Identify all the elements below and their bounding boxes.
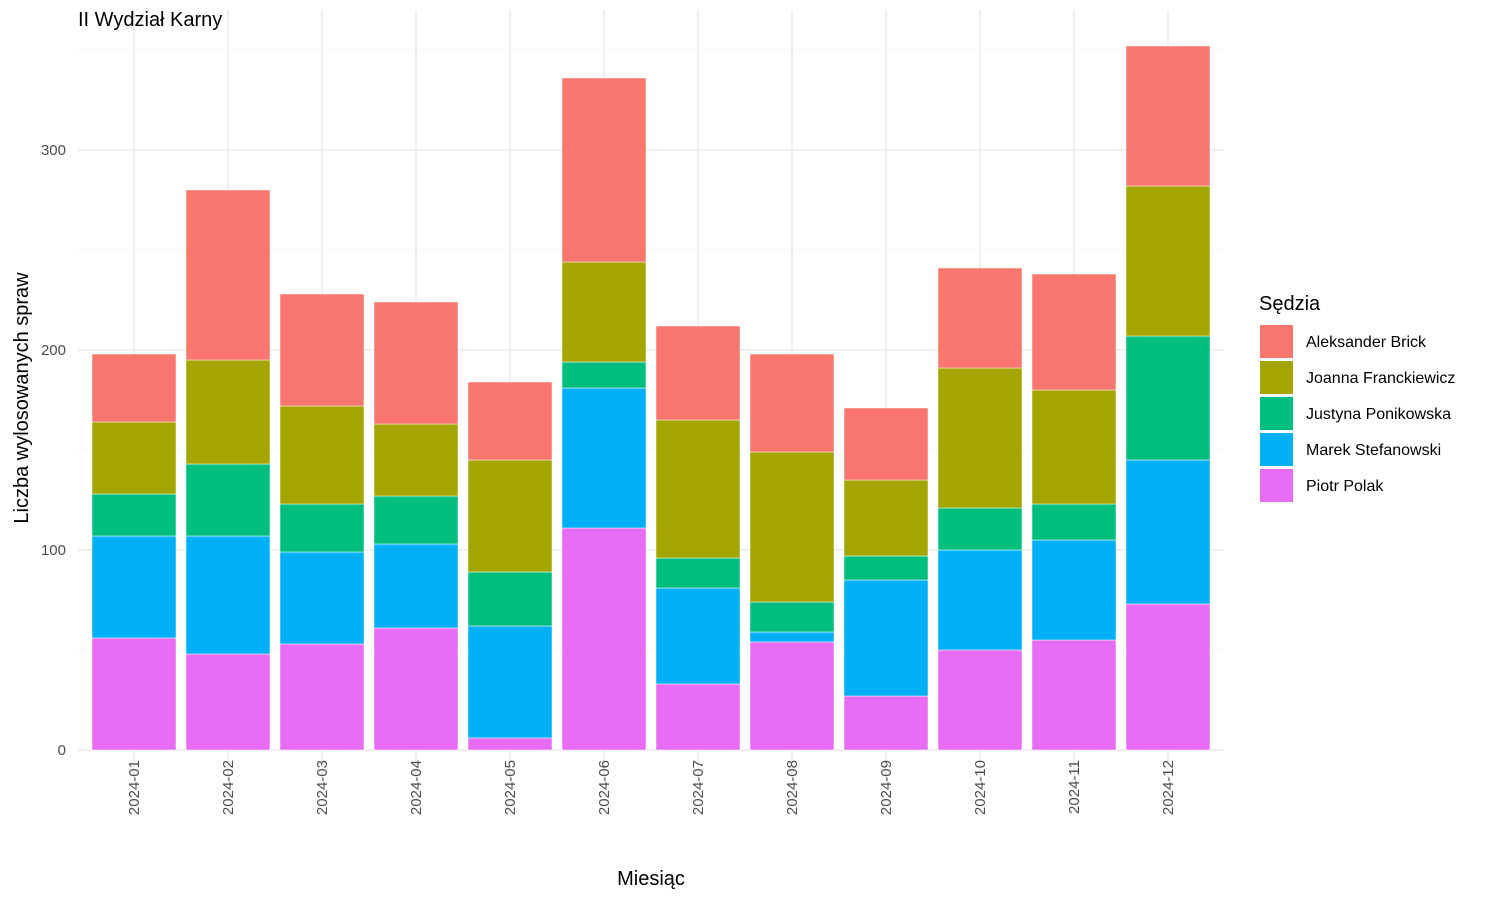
x-tick-label: 2024-06 [596,760,613,815]
bar-segment [279,405,365,505]
bar-segment [467,381,553,461]
legend-label: Piotr Polak [1306,478,1384,495]
bar-segment [937,507,1023,551]
bar-segment [937,549,1023,651]
x-tick-label: 2024-10 [972,760,989,815]
legend-swatch [1260,433,1293,466]
x-tick-label: 2024-05 [502,760,519,815]
legend-swatch [1260,361,1293,394]
bar-segment [561,387,647,529]
bar-segment [749,601,835,633]
bar-segment [1125,45,1211,187]
bar-segment [1031,273,1117,391]
bar-segment [843,695,929,751]
bar-segment [561,261,647,363]
chart-title: II Wydział Karny [78,9,222,31]
bar-segment [91,421,177,495]
bar-segment [937,267,1023,369]
bar-segment [843,479,929,557]
bar-segment [467,737,553,751]
bar-segment [843,407,929,481]
bar-segment [1125,185,1211,337]
bar-segment [279,503,365,553]
bar-segment [655,557,741,589]
bar-segment [561,527,647,751]
y-tick-label: 0 [58,742,66,759]
legend-label: Aleksander Brick [1306,334,1427,351]
bar-segment [843,555,929,581]
legend-items: Aleksander Brick Joanna Franckiewicz Justy… [1260,325,1455,502]
bar-segment [655,325,741,421]
x-tick-label: 2024-03 [314,760,331,815]
bar-segment [185,653,271,751]
bar-segment [373,627,459,751]
bar-segment [1031,639,1117,751]
bar-segment [467,459,553,573]
bar-segment [91,353,177,423]
bar-segment [185,189,271,361]
bar-segment [561,77,647,263]
bar-segment [937,649,1023,751]
bar-segment [185,463,271,537]
bar-segment [185,359,271,465]
legend-swatch [1260,397,1293,430]
bar-segment [1125,459,1211,605]
bar-segment [279,643,365,751]
bar-segment [373,495,459,545]
y-tick-label: 300 [41,142,66,159]
x-tick-label: 2024-07 [690,760,707,815]
bar-segment [373,301,459,425]
legend-swatch [1260,469,1293,502]
legend: Sędzia Aleksander Brick Joanna Franckiewi… [1259,293,1455,502]
bar-segment [749,631,835,643]
bar-segment [561,361,647,389]
x-tick-label: 2024-12 [1160,760,1177,815]
x-tick-label: 2024-02 [220,760,237,815]
bar-segment [937,367,1023,509]
bar-segment [655,587,741,685]
bar-segment [91,637,177,751]
bar-segment [1031,539,1117,641]
legend-label: Justyna Ponikowska [1306,406,1451,423]
legend-title: Sędzia [1259,293,1321,315]
bar-segment [467,571,553,627]
y-tick-label: 100 [41,542,66,559]
x-axis-ticks: 2024-01 2024-02 2024-03 2024-04 2024-05 2024-… [126,760,1177,815]
bar-segment [279,551,365,645]
bar-segment [279,293,365,407]
x-tick-label: 2024-01 [126,760,143,815]
legend-label: Joanna Franckiewicz [1306,370,1455,387]
bar-segment [749,451,835,603]
bar-segment [91,493,177,537]
bar-segment [1031,389,1117,505]
x-tick-label: 2024-04 [408,760,425,815]
legend-swatch [1260,325,1293,358]
bars [91,45,1211,751]
bar-segment [373,543,459,629]
y-axis-ticks: 0 100 200 300 [41,142,66,759]
x-tick-label: 2024-11 [1066,760,1083,814]
x-tick-label: 2024-09 [878,760,895,815]
bar-segment [467,625,553,739]
y-tick-label: 200 [41,342,66,359]
x-axis-title: Miesiąc [617,868,685,890]
y-axis-title: Liczba wylosowanych spraw [11,272,33,524]
bar-segment [1031,503,1117,541]
bar-segment [185,535,271,655]
bar-segment [749,353,835,453]
bar-segment [843,579,929,697]
bar-segment [91,535,177,639]
legend-label: Marek Stefanowski [1306,442,1441,459]
bar-segment [1125,335,1211,461]
bar-segment [655,419,741,559]
bar-segment [749,641,835,751]
bar-segment [655,683,741,751]
x-tick-label: 2024-08 [784,760,801,815]
bar-segment [1125,603,1211,751]
bar-segment [373,423,459,497]
